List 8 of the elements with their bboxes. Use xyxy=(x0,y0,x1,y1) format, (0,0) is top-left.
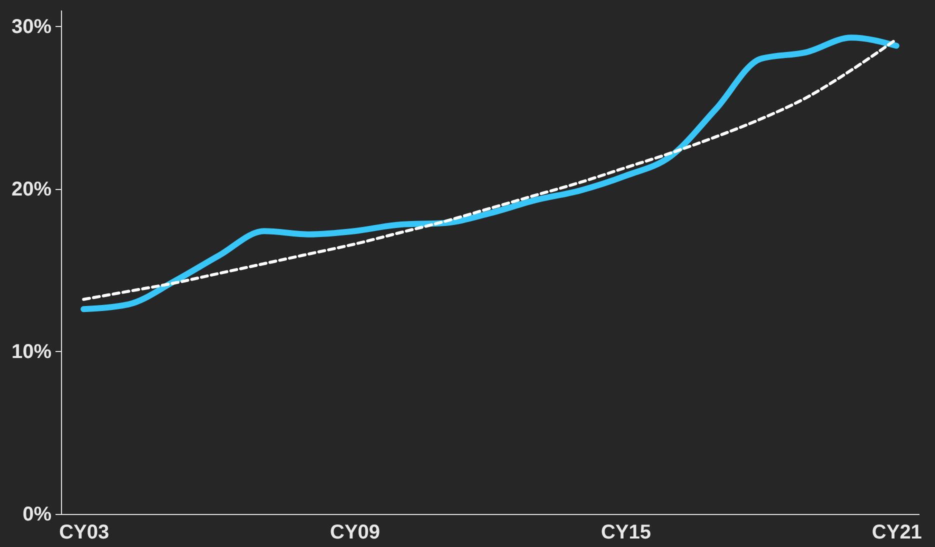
x-tick-label: CY15 xyxy=(600,522,651,544)
x-tick-label: CY21 xyxy=(872,522,922,544)
y-tick-label: 20% xyxy=(11,178,52,200)
y-tick-label: 10% xyxy=(11,340,52,363)
x-tick-label: CY03 xyxy=(59,522,110,544)
x-tick-label: CY09 xyxy=(330,522,380,544)
y-tick-label: 0% xyxy=(22,504,52,526)
y-tick-label: 30% xyxy=(11,16,52,38)
